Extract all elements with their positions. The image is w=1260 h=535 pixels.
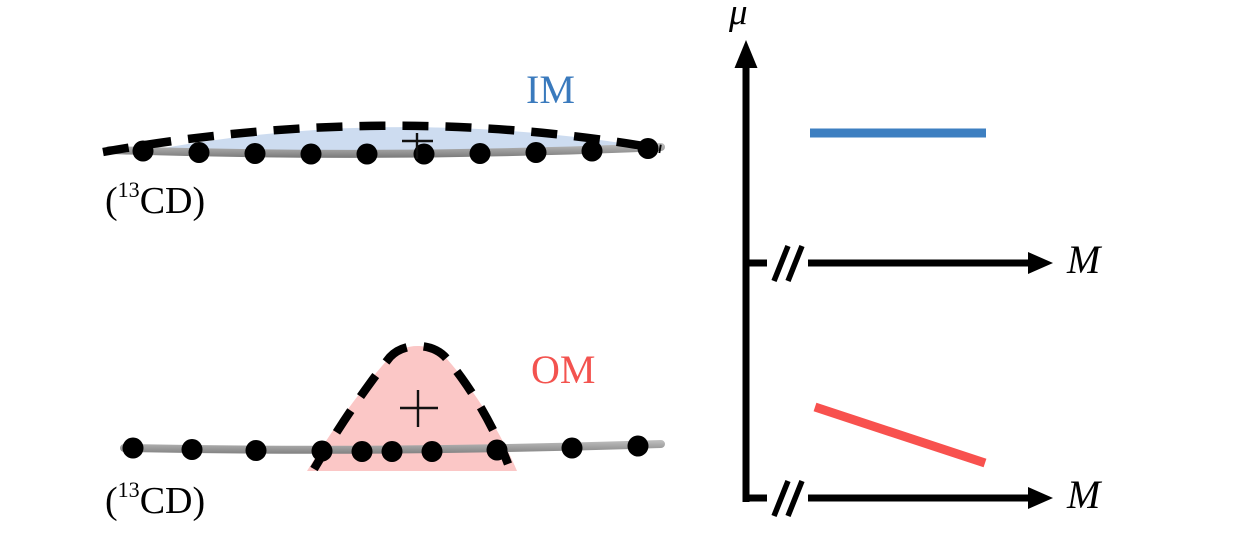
mu-axis-arrowhead-icon bbox=[734, 40, 758, 68]
mu-axis-label: μ bbox=[729, 0, 748, 33]
isotope-text: CD) bbox=[139, 180, 206, 222]
isotope-open-paren: ( bbox=[105, 180, 118, 222]
bottom-m-axis-break-mark bbox=[785, 479, 805, 518]
isotope-open-paren: ( bbox=[105, 480, 118, 522]
om-chain-atom bbox=[122, 437, 144, 459]
om-chain-atom bbox=[421, 441, 443, 462]
om-mode-envelope-dashed-curve bbox=[310, 341, 512, 472]
isotope-label-bottom: (13CD) bbox=[105, 479, 206, 522]
im-chain-atom bbox=[413, 143, 435, 165]
isotope-label-top: (13CD) bbox=[105, 179, 206, 222]
isotope-superscript: 13 bbox=[117, 477, 140, 503]
om-mu-level-line bbox=[813, 402, 987, 468]
om-chain-atom bbox=[351, 441, 373, 462]
bottom-m-axis-break-mark bbox=[771, 479, 791, 518]
im-chain-atom bbox=[188, 142, 210, 163]
isotope-superscript: 13 bbox=[117, 177, 140, 203]
im-chain-atom bbox=[244, 143, 266, 164]
top-m-axis-arrowhead-icon bbox=[1028, 252, 1053, 274]
bottom-m-axis-arrowhead-icon bbox=[1028, 487, 1053, 509]
om-chain-atom bbox=[561, 437, 583, 459]
m-axis-label-bottom: M bbox=[1067, 472, 1101, 517]
om-chain-atom bbox=[381, 441, 403, 462]
om-chain-atom bbox=[627, 435, 649, 457]
im-mode-envelope-dashed-curve bbox=[102, 121, 662, 157]
im-chain-atom bbox=[356, 143, 378, 165]
om-chain-atom bbox=[245, 440, 267, 461]
im-mode-label: IM bbox=[526, 67, 575, 112]
im-chain-atom bbox=[581, 140, 603, 162]
top-m-axis-break-mark bbox=[785, 244, 805, 283]
m-axis-label-top: M bbox=[1067, 237, 1101, 282]
om-mode-label: OM bbox=[531, 347, 596, 392]
top-m-axis-break-mark bbox=[771, 244, 791, 283]
im-chain-atom bbox=[300, 143, 322, 165]
im-chain-atom bbox=[525, 142, 547, 163]
om-chain-atom bbox=[181, 439, 203, 460]
isotope-text: CD) bbox=[139, 480, 206, 522]
im-chain-atom bbox=[469, 143, 491, 164]
